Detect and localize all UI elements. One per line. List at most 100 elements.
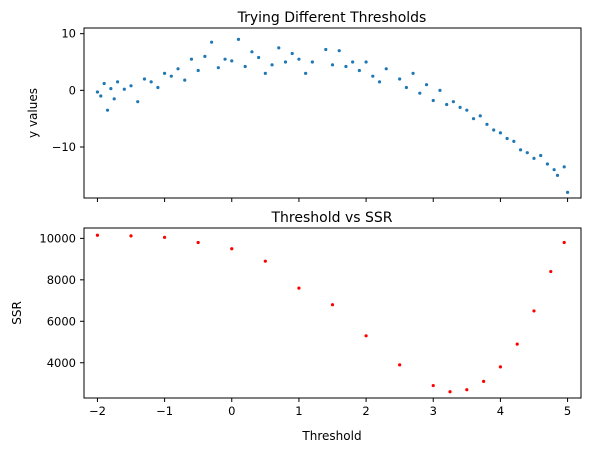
chart-1-xtick-label: 5 — [564, 404, 571, 418]
chart-0-point — [485, 122, 489, 126]
chart-0-point — [149, 80, 153, 84]
chart-0-point — [183, 78, 187, 82]
chart-0-point — [162, 71, 167, 75]
chart-1-ytick-label: 8000 — [47, 273, 76, 287]
chart-bottom-frame — [83, 227, 582, 399]
chart-0-point — [122, 87, 126, 91]
chart-0-point — [545, 162, 550, 166]
chart-1-ytick-label: 10000 — [39, 231, 76, 245]
chart-0-point — [471, 117, 476, 121]
chart-1-point — [515, 342, 519, 346]
chart-0-ytick-label: 10 — [61, 27, 76, 41]
chart-1-point — [498, 365, 503, 369]
chart-0-point — [357, 68, 361, 73]
chart-0-point — [404, 85, 408, 90]
chart-0-ytick-label: 0 — [69, 83, 76, 97]
chart-0-point — [129, 84, 133, 88]
chart-bottom-xlabel: Threshold — [301, 429, 361, 443]
chart-bottom-ylabel: SSR — [10, 301, 24, 325]
chart-1-ytick-label: 4000 — [47, 356, 76, 370]
chart-0-point — [562, 165, 566, 169]
chart-0-point — [236, 37, 241, 41]
chart-0-point — [112, 97, 116, 101]
chart-0-point — [418, 91, 422, 95]
chart-0-point — [230, 59, 234, 63]
chart-1-point — [95, 233, 100, 237]
chart-0-point — [115, 80, 120, 84]
chart-top-title: Trying Different Thresholds — [237, 10, 427, 26]
chart-0-point — [364, 60, 368, 64]
chart-0-point — [223, 57, 227, 61]
chart-1-point — [297, 286, 301, 290]
chart-bottom-xticks: −2 −1 0 1 2 3 4 5 — [89, 398, 571, 418]
chart-0-point — [458, 105, 462, 109]
chart-0-point — [109, 87, 113, 91]
chart-0-point — [492, 128, 496, 132]
chart-0-point — [169, 74, 173, 78]
chart-0-ytick-label: −10 — [52, 140, 76, 154]
chart-0-point — [283, 60, 288, 64]
chart-bottom-yticks: 4000 6000 8000 10000 — [39, 231, 84, 370]
chart-0-point — [102, 81, 106, 86]
chart-0-point — [371, 74, 375, 78]
chart-0-point — [196, 68, 200, 73]
chart-1-point — [263, 259, 267, 263]
chart-0-point — [290, 51, 294, 56]
chart-0-point — [498, 131, 503, 135]
chart-bottom-title: Threshold vs SSR — [271, 210, 393, 226]
chart-1-point — [330, 303, 335, 307]
chart-0-point — [250, 50, 254, 54]
chart-0-point — [270, 63, 274, 67]
chart-0-point — [257, 55, 261, 60]
chart-0-point — [411, 71, 415, 75]
chart-0-point — [105, 108, 110, 112]
chart-1-xtick-label: 4 — [497, 404, 504, 418]
chart-bottom: Threshold vs SSR −2 −1 0 1 2 3 4 5 4000 6000 8000… — [10, 210, 582, 443]
chart-1-point — [230, 247, 234, 251]
chart-0-point — [438, 88, 442, 92]
chart-1-ytick-label: 6000 — [47, 314, 76, 328]
chart-1-point — [431, 383, 435, 388]
chart-1-point — [398, 363, 402, 367]
chart-0-point — [337, 49, 341, 53]
chart-1-xtick-label: 3 — [430, 404, 437, 418]
chart-1-point — [465, 388, 469, 392]
chart-top: Trying Different Thresholds −10 0 10 y val… — [26, 10, 582, 202]
chart-0-point — [398, 77, 402, 81]
chart-0-point — [505, 136, 509, 141]
chart-1-xtick-label: 1 — [295, 404, 302, 418]
chart-top-xticks — [96, 198, 569, 202]
chart-0-point — [465, 108, 469, 112]
chart-0-point — [377, 80, 382, 84]
chart-top-yticks: −10 0 10 — [52, 27, 84, 154]
chart-0-point — [518, 148, 523, 152]
chart-1-point — [549, 269, 553, 274]
chart-0-point — [532, 156, 536, 160]
chart-0-point — [310, 60, 314, 64]
chart-0-point — [304, 71, 308, 75]
chart-0-point — [189, 57, 194, 61]
chart-0-point — [525, 151, 529, 155]
chart-0-point — [330, 63, 335, 67]
chart-0-point — [512, 139, 516, 143]
chart-0-point — [351, 60, 355, 64]
chart-0-point — [344, 64, 348, 69]
chart-0-point — [539, 153, 543, 158]
chart-0-point — [263, 71, 267, 75]
chart-0-point — [95, 90, 100, 94]
chart-top-points — [95, 37, 570, 194]
chart-1-point — [562, 240, 566, 245]
chart-1-point — [162, 235, 167, 239]
chart-0-point — [424, 83, 429, 87]
chart-1-point — [129, 234, 133, 238]
chart-bottom-points — [95, 233, 566, 394]
chart-1-point — [364, 334, 368, 338]
chart-0-point — [203, 54, 207, 58]
chart-0-point — [277, 46, 281, 50]
chart-0-point — [297, 57, 301, 61]
chart-0-point — [445, 102, 449, 107]
chart-1-xtick-label: −1 — [156, 404, 173, 418]
chart-1-xtick-label: −2 — [89, 404, 106, 418]
chart-0-point — [478, 114, 482, 118]
